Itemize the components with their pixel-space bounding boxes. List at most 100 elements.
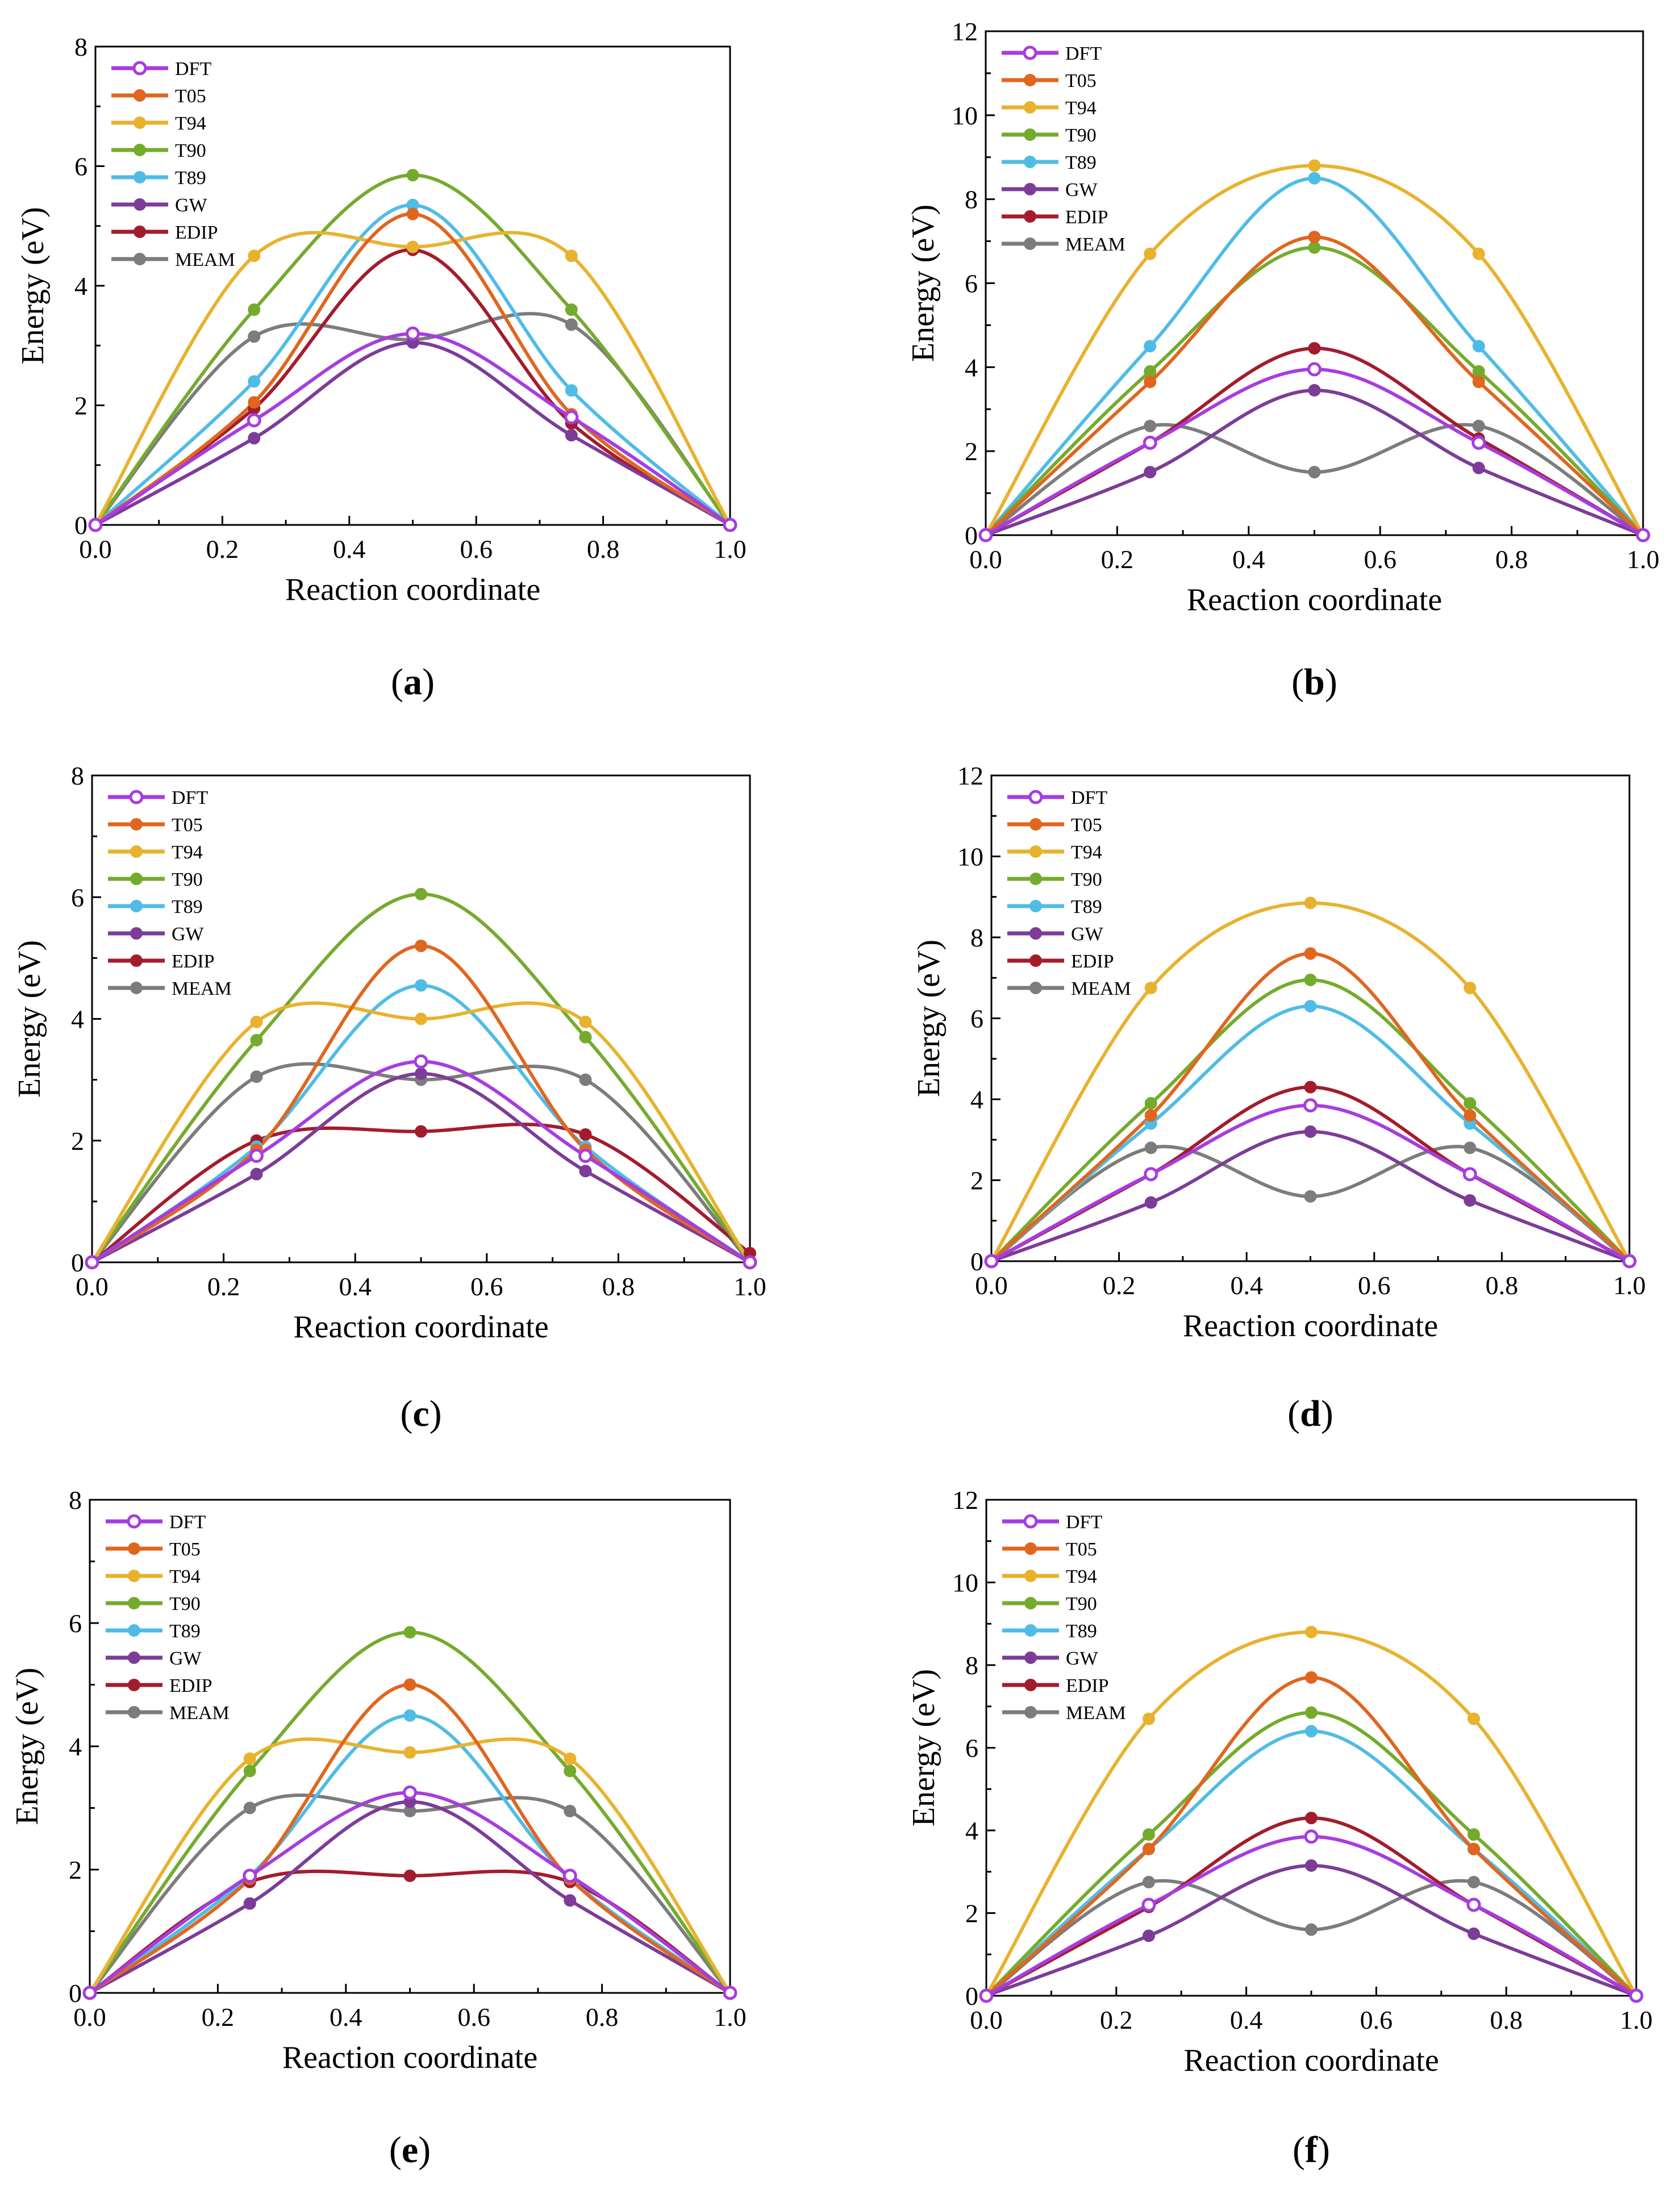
y-tick-label: 8 — [965, 185, 978, 214]
data-point-gw — [1144, 1196, 1157, 1209]
data-point-meam — [1304, 1190, 1317, 1203]
legend-marker-gw — [128, 1651, 140, 1664]
data-point-t90 — [1143, 1828, 1155, 1841]
legend-label-t90: T90 — [175, 140, 206, 161]
x-tick-label: 0.2 — [1101, 545, 1134, 574]
legend-marker-meam — [1024, 1706, 1037, 1719]
y-tick-label: 10 — [957, 842, 983, 871]
y-tick-label: 8 — [74, 32, 87, 61]
data-point-dft — [1143, 435, 1157, 450]
legend-label-t94: T94 — [1066, 1566, 1097, 1587]
legend-marker-gw — [1029, 927, 1042, 940]
data-point-gw — [1143, 1929, 1155, 1942]
x-tick-label: 0.0 — [76, 1272, 109, 1301]
data-point-dft — [1466, 1897, 1481, 1912]
legend-marker-edip — [1029, 954, 1042, 967]
legend-label-t94: T94 — [175, 113, 206, 134]
chart-panel-d: 0.0 0.2 0.4 0.6 0.8 1.0 0 2 4 6 8 10 12 Reaction coor… — [911, 761, 1646, 1434]
x-tick-label: 0.2 — [202, 2003, 235, 2032]
legend-label-edip: EDIP — [1065, 207, 1108, 228]
legend-label-gw: GW — [1065, 180, 1098, 201]
legend-marker-meam — [1029, 982, 1042, 994]
x-axis-label: Reaction coordinate — [293, 1309, 548, 1345]
y-tick-label: 8 — [970, 923, 983, 952]
legend-label-t94: T94 — [169, 1566, 201, 1587]
data-point-t90 — [1305, 1706, 1318, 1719]
data-point-gw — [415, 1067, 427, 1080]
data-point-dft — [1307, 362, 1322, 377]
legend-marker-gw — [134, 198, 146, 211]
data-point-t90 — [1304, 973, 1317, 986]
data-point-t90 — [248, 303, 261, 316]
data-point-meam — [1464, 1141, 1477, 1154]
legend-label-t90: T90 — [1071, 869, 1102, 890]
x-axis-label: Reaction coordinate — [285, 572, 540, 607]
data-point-meam — [1144, 419, 1157, 432]
legend-marker-t94 — [1024, 1570, 1037, 1582]
x-tick-label: 1.0 — [1613, 1271, 1646, 1300]
data-point-dft — [564, 410, 579, 425]
series-line-gw — [95, 340, 730, 525]
data-point-dft — [1629, 1988, 1644, 2003]
data-point-t05 — [1305, 1671, 1318, 1684]
data-point-t94 — [1143, 1712, 1155, 1725]
legend-label-t05: T05 — [172, 815, 203, 836]
data-point-t90 — [1144, 365, 1157, 378]
data-point-t94 — [243, 1752, 256, 1765]
data-point-dft — [85, 1255, 99, 1270]
y-tick-label: 2 — [71, 1127, 84, 1156]
x-tick-label: 0.2 — [207, 1272, 240, 1301]
data-point-t89 — [1472, 340, 1485, 353]
legend-label-t90: T90 — [169, 1594, 201, 1615]
legend-marker-dft — [1023, 1514, 1038, 1529]
y-tick-label: 6 — [74, 152, 87, 181]
data-point-dft — [1636, 528, 1650, 543]
data-point-gw — [565, 429, 578, 442]
legend-label-gw: GW — [172, 924, 205, 945]
chart-panel-b: 0.0 0.2 0.4 0.6 0.8 1.0 0 2 4 6 8 10 12 Reaction coor… — [906, 17, 1660, 703]
y-tick-label: 2 — [965, 437, 978, 466]
data-point-gw — [564, 1894, 577, 1907]
legend-label-meam: MEAM — [172, 978, 232, 999]
x-tick-label: 0.8 — [1495, 545, 1528, 574]
data-point-t89 — [1305, 1725, 1318, 1738]
x-tick-label: 0.6 — [1360, 2005, 1393, 2034]
legend-marker-t05 — [1029, 818, 1042, 831]
data-point-gw — [1472, 461, 1485, 474]
data-point-gw — [1464, 1194, 1477, 1207]
x-tick-label: 0.8 — [1486, 1271, 1519, 1300]
legend-marker-t90 — [1024, 128, 1036, 141]
data-point-t94 — [403, 1746, 416, 1759]
data-point-dft — [406, 326, 420, 341]
legend-label-edip: EDIP — [169, 1675, 212, 1696]
data-point-t89 — [1304, 1000, 1317, 1013]
series-line-dft — [95, 332, 730, 525]
x-axis-label: Reaction coordinate — [282, 2040, 537, 2075]
data-point-t05 — [1144, 376, 1157, 389]
data-point-t94 — [1468, 1712, 1480, 1725]
series-line-edip — [92, 1123, 750, 1262]
y-tick-label: 8 — [69, 1486, 82, 1515]
data-point-t89 — [248, 375, 261, 388]
data-point-t94 — [415, 1012, 427, 1025]
chart-panel-a: 0.0 0.2 0.4 0.6 0.8 1.0 0 2 4 6 8 Reaction coordina… — [15, 32, 747, 703]
chart-panel-c: 0.0 0.2 0.4 0.6 0.8 1.0 0 2 4 6 8 Reaction coordina… — [12, 761, 766, 1434]
data-point-gw — [1304, 1125, 1317, 1138]
x-tick-label: 0.8 — [587, 535, 620, 564]
y-tick-label: 12 — [952, 17, 978, 46]
series-line-t90 — [986, 1711, 1636, 1996]
y-tick-label: 0 — [69, 1979, 82, 2008]
data-point-meam — [1144, 1141, 1157, 1154]
legend-label-t89: T89 — [1071, 896, 1102, 917]
data-point-t05 — [1143, 1842, 1155, 1855]
legend-marker-dft — [129, 790, 144, 804]
x-tick-label: 0.0 — [79, 535, 112, 564]
legend-label-t89: T89 — [169, 1621, 201, 1642]
data-point-meam — [1308, 466, 1321, 479]
data-point-t89 — [1308, 172, 1321, 185]
data-point-t05 — [1304, 947, 1317, 960]
legend-label-edip: EDIP — [1071, 951, 1114, 972]
data-point-t05 — [415, 939, 427, 952]
legend-marker-dft — [1023, 45, 1037, 60]
series-line-t94 — [95, 231, 730, 525]
